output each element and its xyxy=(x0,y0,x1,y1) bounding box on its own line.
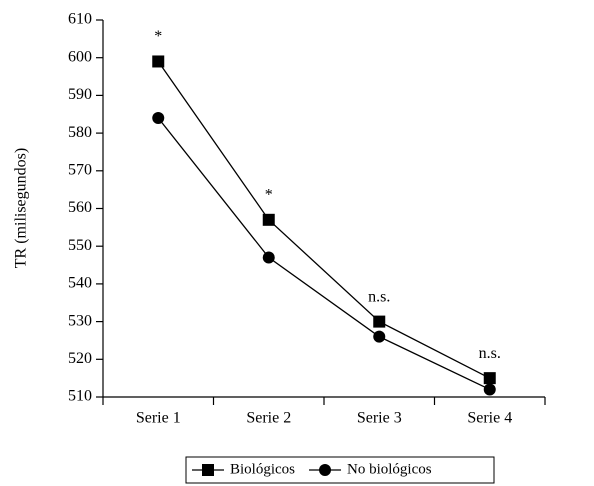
legend-label: No biológicos xyxy=(347,461,432,477)
series-line xyxy=(157,117,491,391)
data-point xyxy=(373,330,386,343)
x-tick-label: Serie 1 xyxy=(136,410,181,427)
data-point xyxy=(483,372,496,385)
series-line xyxy=(157,61,491,379)
y-tick-label: 570 xyxy=(68,161,92,178)
y-tick-label: 590 xyxy=(68,86,92,103)
y-tick-label: 560 xyxy=(68,199,92,216)
y-tick-label: 550 xyxy=(68,237,92,254)
y-tick-label: 600 xyxy=(68,48,92,65)
data-point xyxy=(373,315,386,328)
data-point xyxy=(152,112,165,125)
x-tick-label: Serie 4 xyxy=(467,410,512,427)
legend-marker xyxy=(202,464,214,476)
legend-box xyxy=(185,456,495,484)
x-tick-label: Serie 2 xyxy=(246,410,291,427)
annotation: * xyxy=(265,186,273,203)
y-tick-label: 530 xyxy=(68,312,92,329)
y-tick-label: 520 xyxy=(68,350,92,367)
annotation: n.s. xyxy=(479,345,501,362)
legend-marker xyxy=(319,464,332,476)
data-point xyxy=(262,213,275,226)
annotation: n.s. xyxy=(368,288,390,305)
legend-label: Biológicos xyxy=(230,461,295,477)
y-tick-label: 540 xyxy=(68,275,92,292)
data-point xyxy=(152,55,165,68)
y-tick-label: 510 xyxy=(68,388,92,405)
data-point xyxy=(483,383,496,396)
annotation: * xyxy=(154,28,162,45)
data-point xyxy=(262,251,275,264)
y-axis-label: TR (milisegundos) xyxy=(13,148,30,268)
y-tick-label: 580 xyxy=(68,124,92,141)
x-tick-label: Serie 3 xyxy=(357,410,402,427)
y-tick-label: 610 xyxy=(68,11,92,28)
